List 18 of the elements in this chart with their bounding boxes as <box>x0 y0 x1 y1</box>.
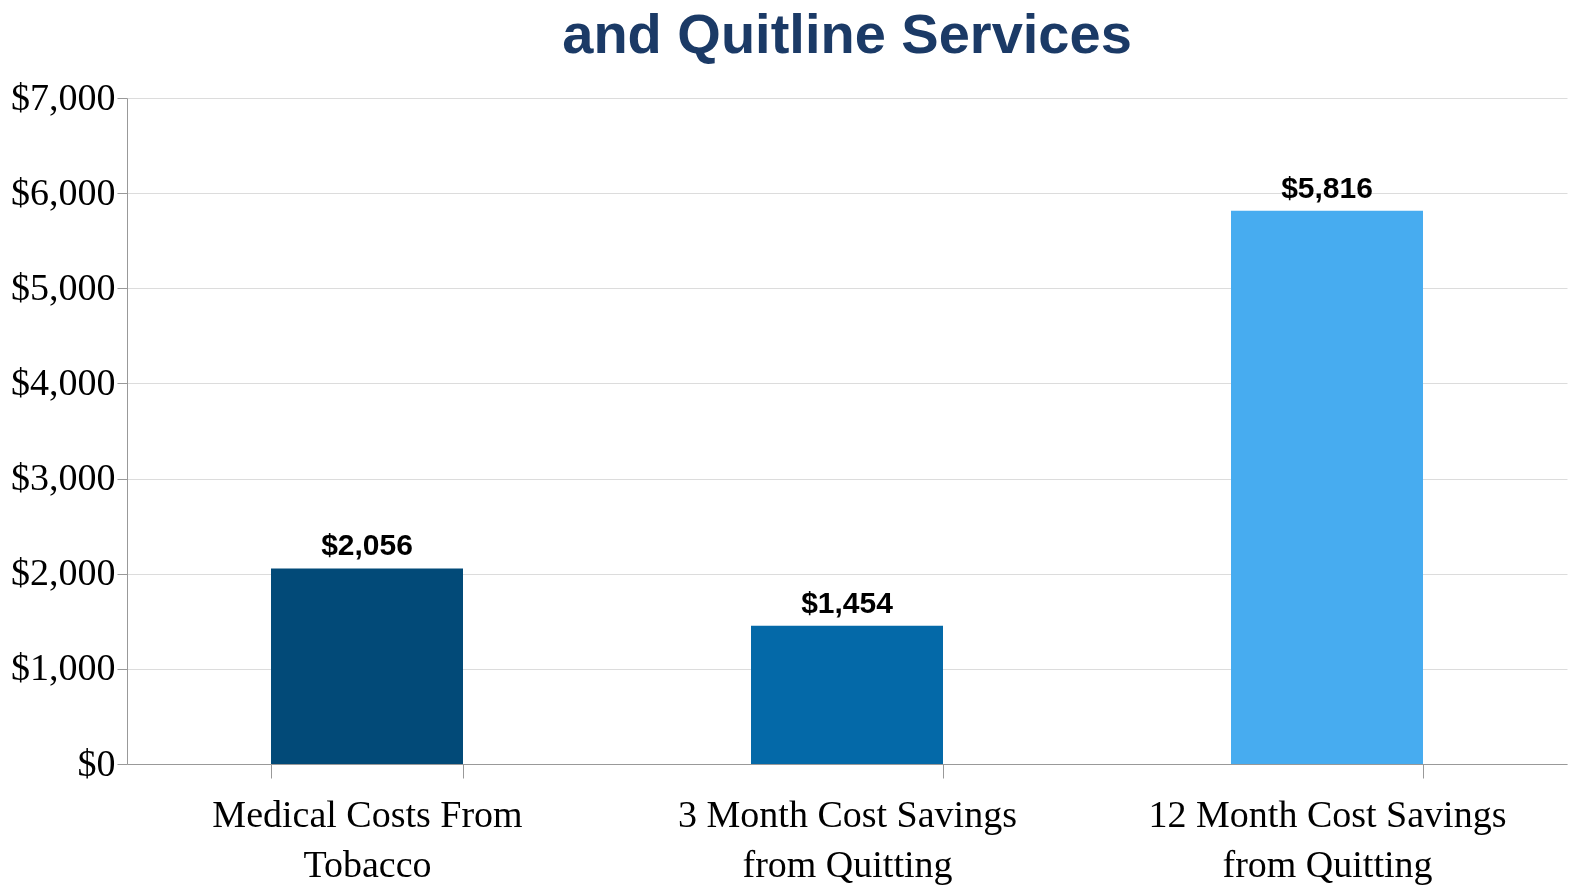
data-label: $2,056 <box>321 528 413 562</box>
x-tick-label: 3 Month Cost Savings from Quitting <box>678 792 1017 885</box>
chart-title: and Quitline Services <box>562 2 1132 65</box>
bar <box>271 568 463 764</box>
y-tick-label: $0 <box>77 741 116 784</box>
bar <box>751 625 943 764</box>
data-label: $1,454 <box>801 585 894 619</box>
y-tick-label: $2,000 <box>11 551 116 594</box>
x-tick-label: 12 Month Cost Savings from Quitting <box>1148 792 1507 885</box>
y-tick-label: $7,000 <box>11 75 116 118</box>
x-tick-label: Medical Costs From Tobacco <box>212 792 523 885</box>
bar <box>1231 210 1423 764</box>
y-tick-label: $1,000 <box>11 646 116 689</box>
data-label: $5,816 <box>1281 170 1373 204</box>
y-tick-label: $5,000 <box>11 265 116 308</box>
y-tick-label: $4,000 <box>11 360 116 403</box>
y-tick-label: $3,000 <box>11 456 116 499</box>
y-tick-label: $6,000 <box>11 170 116 213</box>
